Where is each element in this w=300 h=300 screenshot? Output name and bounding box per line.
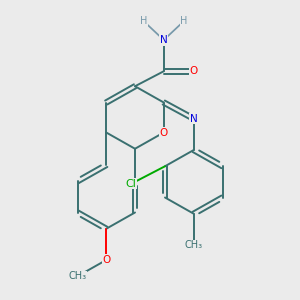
Text: O: O — [160, 128, 168, 137]
Text: H: H — [140, 16, 147, 26]
Text: O: O — [190, 66, 198, 76]
Text: CH₃: CH₃ — [68, 271, 87, 281]
Text: N: N — [160, 35, 168, 45]
Text: CH₃: CH₃ — [185, 240, 203, 250]
Text: O: O — [102, 255, 110, 265]
Text: N: N — [190, 114, 198, 124]
Text: Cl: Cl — [126, 179, 137, 189]
Text: H: H — [180, 16, 188, 26]
